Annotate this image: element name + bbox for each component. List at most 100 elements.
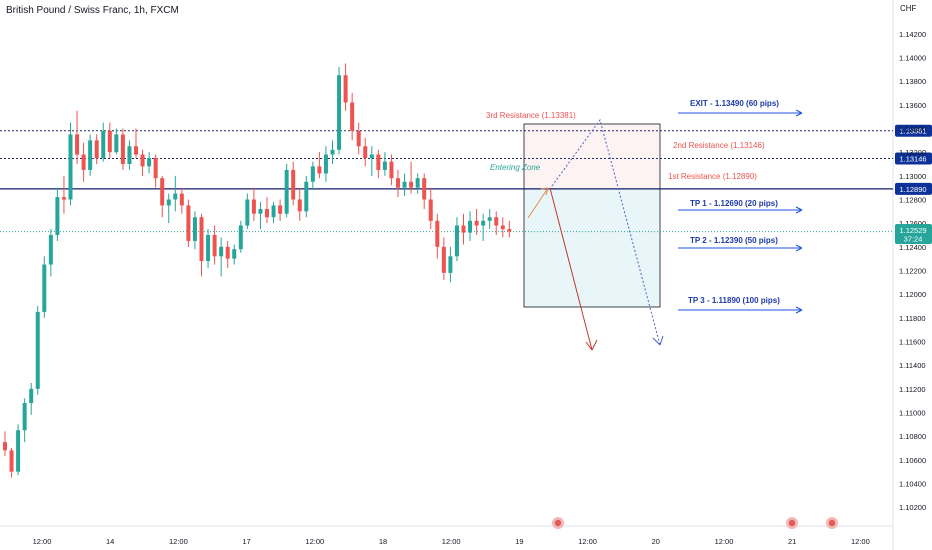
y-tick-label: 1.10800 [899,432,926,441]
x-tick-label: 17 [242,537,250,546]
x-tick-label: 20 [652,537,660,546]
candle-body [160,178,165,206]
x-tick-label: 12:00 [578,537,597,546]
x-tick-label: 12:00 [715,537,734,546]
projected-path [551,118,661,346]
x-tick-label: 12:00 [442,537,461,546]
candle-body [507,229,512,232]
candle-body [284,169,289,214]
x-tick-label: 21 [788,537,796,546]
candle-body [245,199,250,226]
candle-body [219,246,224,257]
entry-arrowhead [540,187,549,196]
candle-body [428,199,433,221]
candle-body [376,154,381,170]
candle-body [310,166,315,182]
candle-body [461,225,466,233]
candle-body [199,217,204,262]
target-label: EXIT - 1.13490 (60 pips) [690,99,779,108]
y-tick-label: 1.13600 [899,101,926,110]
current-price-value: 1.12529 [899,226,926,235]
x-tick-label: 12:00 [33,537,52,546]
candle-body [94,140,99,159]
candle-body [3,442,7,451]
y-tick-label: 1.13400 [899,125,926,134]
event-icon-3[interactable] [826,517,838,529]
candle-body [134,146,138,155]
candle-body [350,102,355,131]
candle-body [35,311,40,389]
y-tick-label: 1.13200 [899,148,926,157]
candle-body [435,220,440,247]
level-price-tag-value: 1.13146 [899,155,926,164]
candle-body [88,140,93,170]
candle-body [225,246,230,259]
candle-body [441,246,446,273]
x-tick-label: 18 [379,537,387,546]
target-label: TP 2 - 1.12390 (50 pips) [690,236,778,245]
currency-label: CHF [900,4,917,13]
candle-body [120,134,125,164]
candle-body [409,181,414,188]
candle-body [192,217,197,241]
candle-body [114,134,119,153]
target-arrowhead [795,306,803,314]
y-tick-label: 1.11400 [899,361,926,370]
candle-body [68,134,73,200]
stop-zone [524,124,660,188]
candle-body [474,220,479,226]
candle-body [448,256,453,273]
event-icon-2[interactable] [786,517,798,529]
level-price-tag [895,124,932,137]
candle-body [389,161,394,179]
entry-arrow [527,187,549,219]
y-tick-label: 1.12800 [899,196,926,205]
y-tick-label: 1.12600 [899,219,926,228]
candle-body [55,197,60,235]
y-tick-label: 1.13800 [899,77,926,86]
candle-body [369,154,374,159]
candle-body [127,146,132,164]
candle-body [500,225,505,230]
candle-body [330,149,335,155]
y-tick-label: 1.12400 [899,243,926,252]
candle-body [258,208,263,214]
resistance-label: 2nd Resistance (1.13146) [673,141,765,150]
candle-body [22,403,27,431]
candle-body [271,205,276,218]
event-icon-1[interactable] [552,517,564,529]
x-tick-label: 12:00 [305,537,324,546]
candle-body [29,388,34,404]
target-zone [524,188,660,307]
candle-body [337,75,342,150]
y-tick-label: 1.10400 [899,480,926,489]
candle-body [212,235,217,257]
resistance-label: 3rd Resistance (1.13381) [486,111,576,120]
target-arrowhead [795,244,803,252]
chart-title: British Pound / Swiss Franc, 1h, FXCM [6,5,179,16]
entering-zone-label: Entering Zone [490,163,541,172]
candle-body [140,154,145,167]
candle-body [206,235,211,262]
candle-body [343,75,348,103]
projected-path-arrowhead [652,335,664,346]
candle-body [278,205,283,214]
candle-body [107,130,112,153]
y-tick-label: 1.10600 [899,456,926,465]
candle-body [454,225,459,257]
candle-body [186,205,191,241]
y-tick-label: 1.13000 [899,172,926,181]
target-arrowhead [795,109,803,117]
level-price-tag [895,182,932,195]
candle-body [291,169,296,200]
level-price-tag-value: 1.12890 [899,185,926,194]
candle-body [317,166,322,174]
y-tick-label: 1.12200 [899,267,926,276]
candle-body [265,208,269,218]
candle-body [16,430,21,472]
y-tick-label: 1.14200 [899,30,926,39]
candle-body [42,264,47,312]
candle-body [494,217,499,226]
resistance-label: 1st Resistance (1.12890) [668,172,757,181]
